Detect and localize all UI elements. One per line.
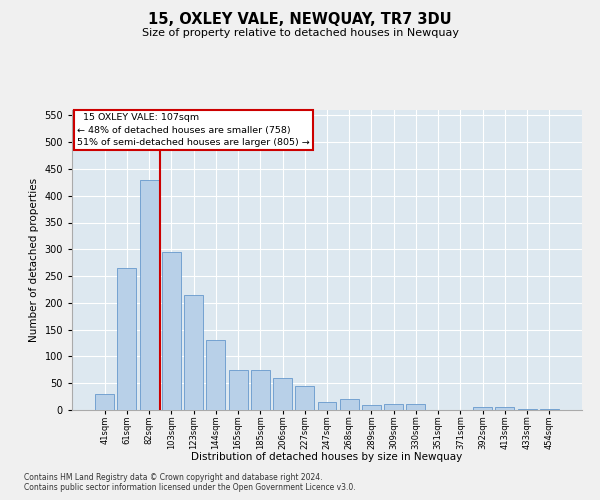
Bar (95, 394, 114, 410)
Bar (340, 400, 359, 410)
Bar (162, 252, 181, 410)
Bar (251, 370, 270, 410)
Text: Contains public sector information licensed under the Open Government Licence v3: Contains public sector information licen… (24, 484, 356, 492)
Bar (317, 402, 337, 410)
Bar (273, 378, 292, 410)
Text: Contains HM Land Registry data © Crown copyright and database right 2024.: Contains HM Land Registry data © Crown c… (24, 474, 323, 482)
Text: 15 OXLEY VALE: 107sqm
← 48% of detached houses are smaller (758)
51% of semi-det: 15 OXLEY VALE: 107sqm ← 48% of detached … (77, 113, 310, 147)
Bar (206, 340, 225, 410)
Y-axis label: Number of detached properties: Number of detached properties (29, 178, 39, 342)
Bar (540, 409, 559, 410)
Bar (229, 370, 248, 410)
Bar (362, 404, 381, 410)
Bar (295, 386, 314, 410)
Text: 15, OXLEY VALE, NEWQUAY, TR7 3DU: 15, OXLEY VALE, NEWQUAY, TR7 3DU (148, 12, 452, 28)
Text: Size of property relative to detached houses in Newquay: Size of property relative to detached ho… (142, 28, 458, 38)
Bar (473, 408, 492, 410)
Bar (518, 409, 536, 410)
Bar (496, 408, 514, 410)
Bar (384, 404, 403, 410)
Bar (184, 295, 203, 410)
Bar (406, 404, 425, 410)
Bar (118, 268, 136, 410)
Text: Distribution of detached houses by size in Newquay: Distribution of detached houses by size … (191, 452, 463, 462)
Bar (140, 180, 158, 410)
